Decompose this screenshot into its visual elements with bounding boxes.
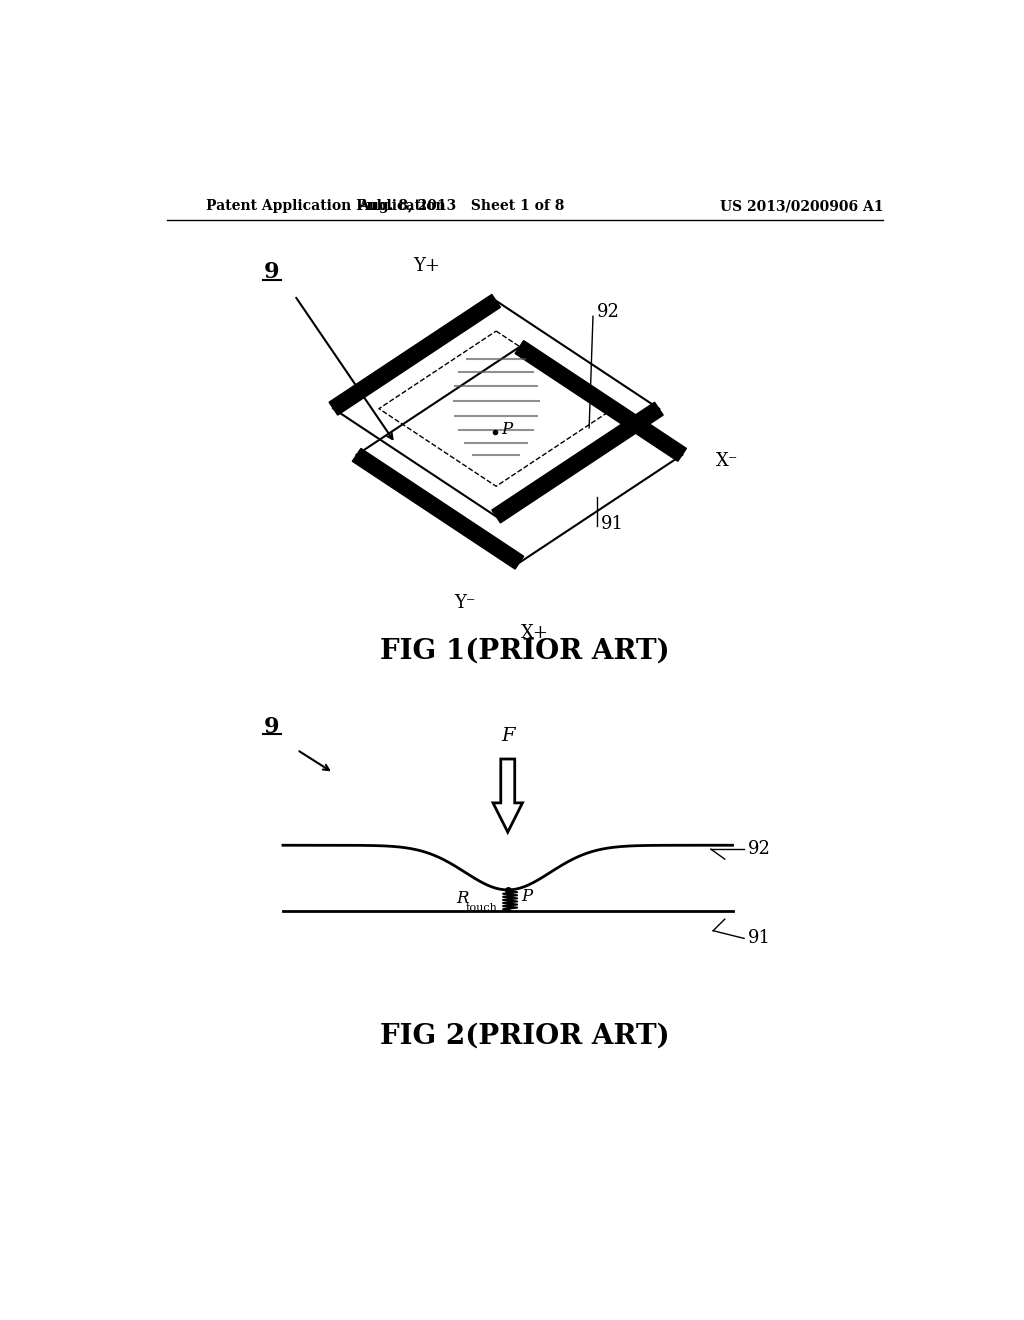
Polygon shape [352, 449, 523, 569]
Text: 91: 91 [748, 929, 771, 948]
Text: P: P [521, 888, 532, 906]
Text: touch: touch [465, 903, 497, 913]
Text: 91: 91 [601, 515, 624, 533]
Text: F: F [501, 727, 514, 744]
Text: Y⁻: Y⁻ [455, 594, 476, 611]
Text: X+: X+ [521, 624, 549, 643]
Polygon shape [493, 759, 522, 832]
Text: FIG 2(PRIOR ART): FIG 2(PRIOR ART) [380, 1023, 670, 1049]
Text: Patent Application Publication: Patent Application Publication [206, 199, 445, 213]
Text: US 2013/0200906 A1: US 2013/0200906 A1 [721, 199, 884, 213]
Text: Aug. 8, 2013   Sheet 1 of 8: Aug. 8, 2013 Sheet 1 of 8 [358, 199, 564, 213]
Text: 92: 92 [748, 840, 771, 858]
Polygon shape [329, 294, 501, 414]
Text: 92: 92 [597, 304, 620, 321]
Text: FIG 1(PRIOR ART): FIG 1(PRIOR ART) [380, 638, 670, 665]
Text: R: R [457, 890, 469, 907]
Text: X⁻: X⁻ [716, 451, 738, 470]
Text: Y+: Y+ [413, 257, 440, 275]
Text: 9: 9 [263, 715, 280, 738]
Text: P: P [501, 421, 512, 438]
Text: 9: 9 [263, 261, 280, 284]
Polygon shape [492, 403, 664, 523]
Polygon shape [515, 341, 686, 461]
